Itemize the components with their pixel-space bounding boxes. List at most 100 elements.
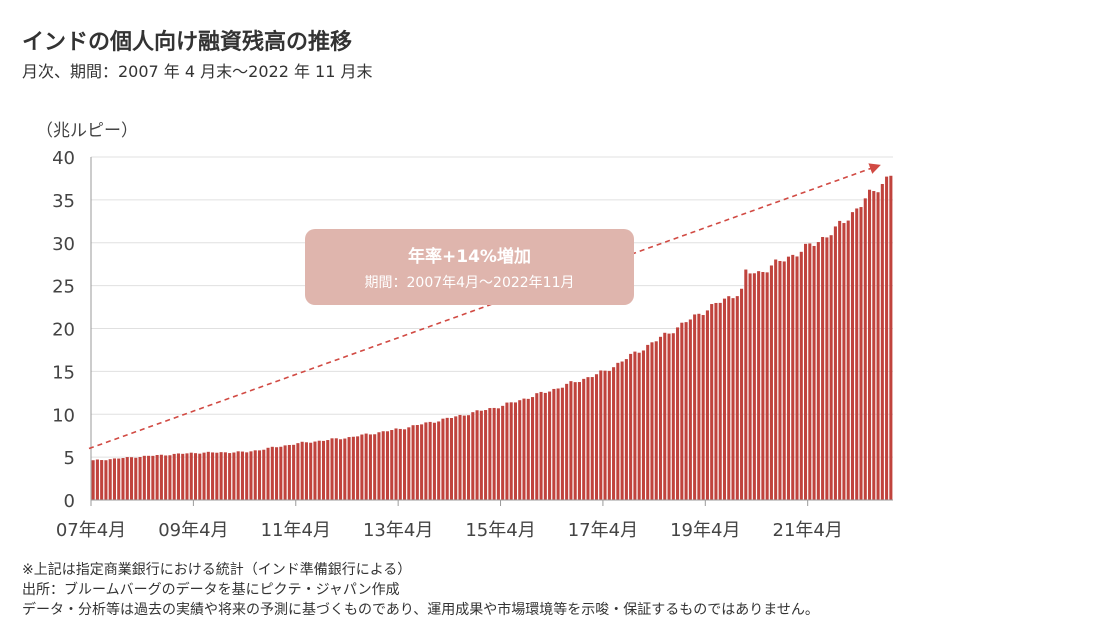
bar (782, 261, 786, 500)
bar (774, 259, 778, 500)
bar (236, 451, 240, 500)
bar (176, 453, 180, 500)
footnote-disclaimer: データ・分析等は過去の実績や将来の予測に基づくものであり、運用成果や市場環境等を… (22, 602, 819, 618)
bar (300, 441, 304, 500)
bar (641, 350, 645, 500)
bar (206, 451, 210, 500)
bar (125, 457, 129, 500)
bar (863, 198, 867, 500)
bar (287, 444, 291, 500)
bar (296, 443, 300, 500)
bar (799, 251, 803, 500)
bar (833, 226, 837, 500)
bar (317, 440, 321, 500)
bar (270, 446, 274, 500)
bar (249, 451, 253, 500)
bar (556, 388, 560, 500)
bar (855, 208, 859, 500)
footnote-data-source: 出所：ブルームバーグのデータを基にピクテ・ジャパン作成 (22, 582, 400, 598)
bar (846, 220, 850, 501)
trend-arrow (88, 163, 881, 450)
bar (441, 418, 445, 500)
bar (100, 460, 104, 500)
bar (705, 310, 709, 500)
bar (496, 408, 500, 500)
bar (245, 452, 249, 500)
bar (543, 392, 547, 500)
bar (612, 367, 616, 500)
bar (283, 445, 287, 500)
bar (198, 453, 202, 500)
bar (134, 457, 138, 500)
bar (172, 453, 176, 500)
bar (731, 298, 735, 500)
bar (155, 455, 159, 500)
bar (343, 438, 347, 500)
bar (821, 237, 825, 501)
bar (607, 370, 611, 500)
bar (859, 207, 863, 500)
bar (262, 449, 266, 500)
bar (560, 387, 564, 500)
bar (825, 237, 829, 500)
bar (479, 410, 483, 500)
bar (428, 421, 432, 500)
bar (377, 432, 381, 500)
bar (424, 422, 428, 500)
bar (795, 256, 799, 500)
bar (91, 460, 95, 500)
bar (778, 260, 782, 500)
bar (326, 440, 330, 500)
bar (616, 362, 620, 500)
x-tick-label: 13年4月 (363, 520, 433, 541)
bar (437, 421, 441, 500)
bar (390, 430, 394, 500)
bar (714, 302, 718, 500)
bar (710, 304, 714, 500)
callout-period-text: 期間：2007年4月～2022年11月 (364, 275, 575, 291)
bar (548, 391, 552, 500)
bar (693, 314, 697, 500)
bar (407, 427, 411, 500)
bar (804, 243, 808, 500)
bar (688, 319, 692, 500)
bar (211, 452, 215, 500)
chart-title: インドの個人向け融資残高の推移 (22, 30, 353, 55)
bar (885, 176, 889, 500)
bar (603, 370, 607, 500)
x-tick-label: 07年4月 (56, 520, 126, 541)
bar (509, 402, 513, 500)
bar (812, 245, 816, 500)
bar (667, 333, 671, 500)
bar (889, 175, 893, 500)
bar (684, 322, 688, 500)
bar (876, 192, 880, 500)
bar (629, 353, 633, 500)
bar (671, 333, 675, 500)
bar (381, 431, 385, 500)
bar (279, 446, 283, 500)
bar (748, 273, 752, 500)
bar (620, 361, 624, 500)
bar (765, 272, 769, 500)
y-tick-label: 25 (52, 277, 75, 298)
bar (219, 452, 223, 500)
y-tick-label: 5 (64, 448, 75, 469)
x-tick-label: 15年4月 (465, 520, 535, 541)
bar (356, 436, 360, 500)
bar (112, 458, 116, 500)
bar (104, 460, 108, 500)
bar (701, 315, 705, 500)
bar (228, 453, 232, 500)
bar (539, 391, 543, 500)
bar (488, 408, 492, 500)
y-tick-label: 0 (64, 491, 75, 512)
bar (658, 336, 663, 500)
bar (403, 429, 407, 500)
x-tick-label: 19年4月 (670, 520, 740, 541)
bar (454, 416, 458, 500)
bar (129, 457, 134, 500)
bar (373, 434, 377, 500)
y-tick-label: 40 (52, 148, 75, 169)
bar (663, 332, 667, 500)
